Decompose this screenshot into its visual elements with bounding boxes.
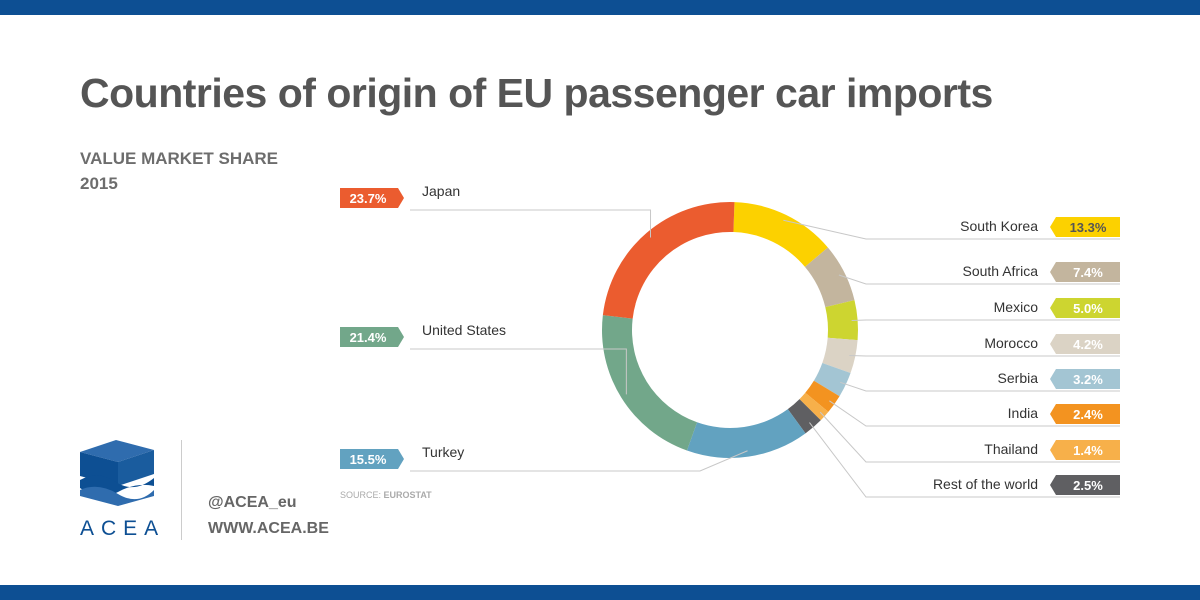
value-tag (1050, 262, 1120, 282)
leader-line (410, 209, 652, 238)
slice-morocco (822, 337, 858, 374)
value-label: 23.7% (350, 191, 387, 206)
value-label: 4.2% (1073, 337, 1103, 352)
category-label: Rest of the world (933, 476, 1038, 492)
slice-serbia (813, 362, 851, 397)
subtitle-year: 2015 (80, 174, 118, 193)
value-label: 5.0% (1073, 301, 1103, 316)
leader-line (840, 381, 1120, 392)
label-south-africa: South Africa 7.4% (838, 262, 1120, 285)
website-link[interactable]: WWW.ACEA.BE (208, 520, 329, 537)
acea-logo-icon (80, 440, 154, 506)
label-turkey: 15.5% Turkey (340, 444, 748, 472)
value-tag (340, 188, 404, 208)
label-india: India 2.4% (829, 400, 1120, 427)
label-serbia: Serbia 3.2% (840, 369, 1120, 392)
category-label: Japan (422, 183, 460, 199)
contact-block: @ACEA_eu WWW.ACEA.BE (208, 490, 329, 542)
label-south-korea: South Korea 13.3% (783, 217, 1120, 240)
slice-south-africa (804, 247, 855, 308)
category-label: United States (422, 322, 506, 338)
value-tag (340, 449, 404, 469)
footer-divider (181, 440, 182, 540)
slice-rest-of-the-world (787, 399, 821, 434)
label-rest-of-the-world: Rest of the world 2.5% (809, 422, 1120, 498)
value-label: 3.2% (1073, 372, 1103, 387)
value-tag (1050, 475, 1120, 495)
page-title: Countries of origin of EU passenger car … (80, 70, 993, 116)
label-united-states: 21.4% United States (340, 322, 627, 395)
value-label: 15.5% (350, 452, 387, 467)
label-thailand: Thailand 1.4% (819, 411, 1120, 463)
category-label: Morocco (984, 335, 1038, 351)
leader-line (410, 450, 748, 472)
value-tag (1050, 440, 1120, 460)
value-label: 2.4% (1073, 407, 1103, 422)
label-mexico: Mexico 5.0% (851, 298, 1120, 321)
slice-india (805, 380, 840, 412)
value-tag (1050, 334, 1120, 354)
value-label: 13.3% (1070, 220, 1107, 235)
top-brand-bar (0, 0, 1200, 15)
value-label: 21.4% (350, 330, 387, 345)
category-label: Mexico (994, 299, 1039, 315)
slice-mexico (825, 300, 858, 341)
leader-line (410, 348, 627, 395)
source-value: EUROSTAT (384, 490, 433, 500)
subtitle-metric: VALUE MARKET SHARE (80, 149, 279, 168)
acea-logo-text: ACEA (80, 517, 166, 540)
value-label: 2.5% (1073, 478, 1103, 493)
slice-turkey (686, 409, 806, 458)
bottom-brand-bar (0, 585, 1200, 600)
leader-line (838, 274, 1120, 285)
source-label: SOURCE: (340, 490, 384, 500)
twitter-handle[interactable]: @ACEA_eu (208, 494, 297, 511)
leader-line (809, 422, 1120, 498)
label-morocco: Morocco 4.2% (849, 334, 1120, 357)
slice-japan (602, 202, 735, 319)
category-label: Thailand (984, 441, 1038, 457)
source-note: SOURCE: EUROSTAT (340, 490, 432, 500)
value-tag (1050, 369, 1120, 389)
category-label: South Africa (963, 263, 1039, 279)
slices-layer (602, 202, 858, 458)
value-label: 7.4% (1073, 265, 1103, 280)
category-label: Turkey (422, 444, 464, 460)
category-label: Serbia (998, 370, 1039, 386)
chart-subtitle: VALUE MARKET SHARE 2015 (80, 146, 340, 196)
value-tag (1050, 217, 1120, 237)
value-label: 1.4% (1073, 443, 1103, 458)
slice-united-states (602, 315, 698, 451)
value-tag (340, 327, 404, 347)
category-label: South Korea (960, 218, 1038, 234)
label-japan: 23.7% Japan (340, 183, 652, 238)
category-label: India (1008, 405, 1039, 421)
value-tag (1050, 298, 1120, 318)
leader-line (819, 411, 1120, 463)
labels-layer: South Korea 13.3% South Africa 7.4% Mexico 5.… (340, 183, 1120, 498)
value-tag (1050, 404, 1120, 424)
slice-south-korea (733, 202, 828, 267)
leader-line (783, 219, 1120, 240)
leader-line (829, 400, 1120, 427)
